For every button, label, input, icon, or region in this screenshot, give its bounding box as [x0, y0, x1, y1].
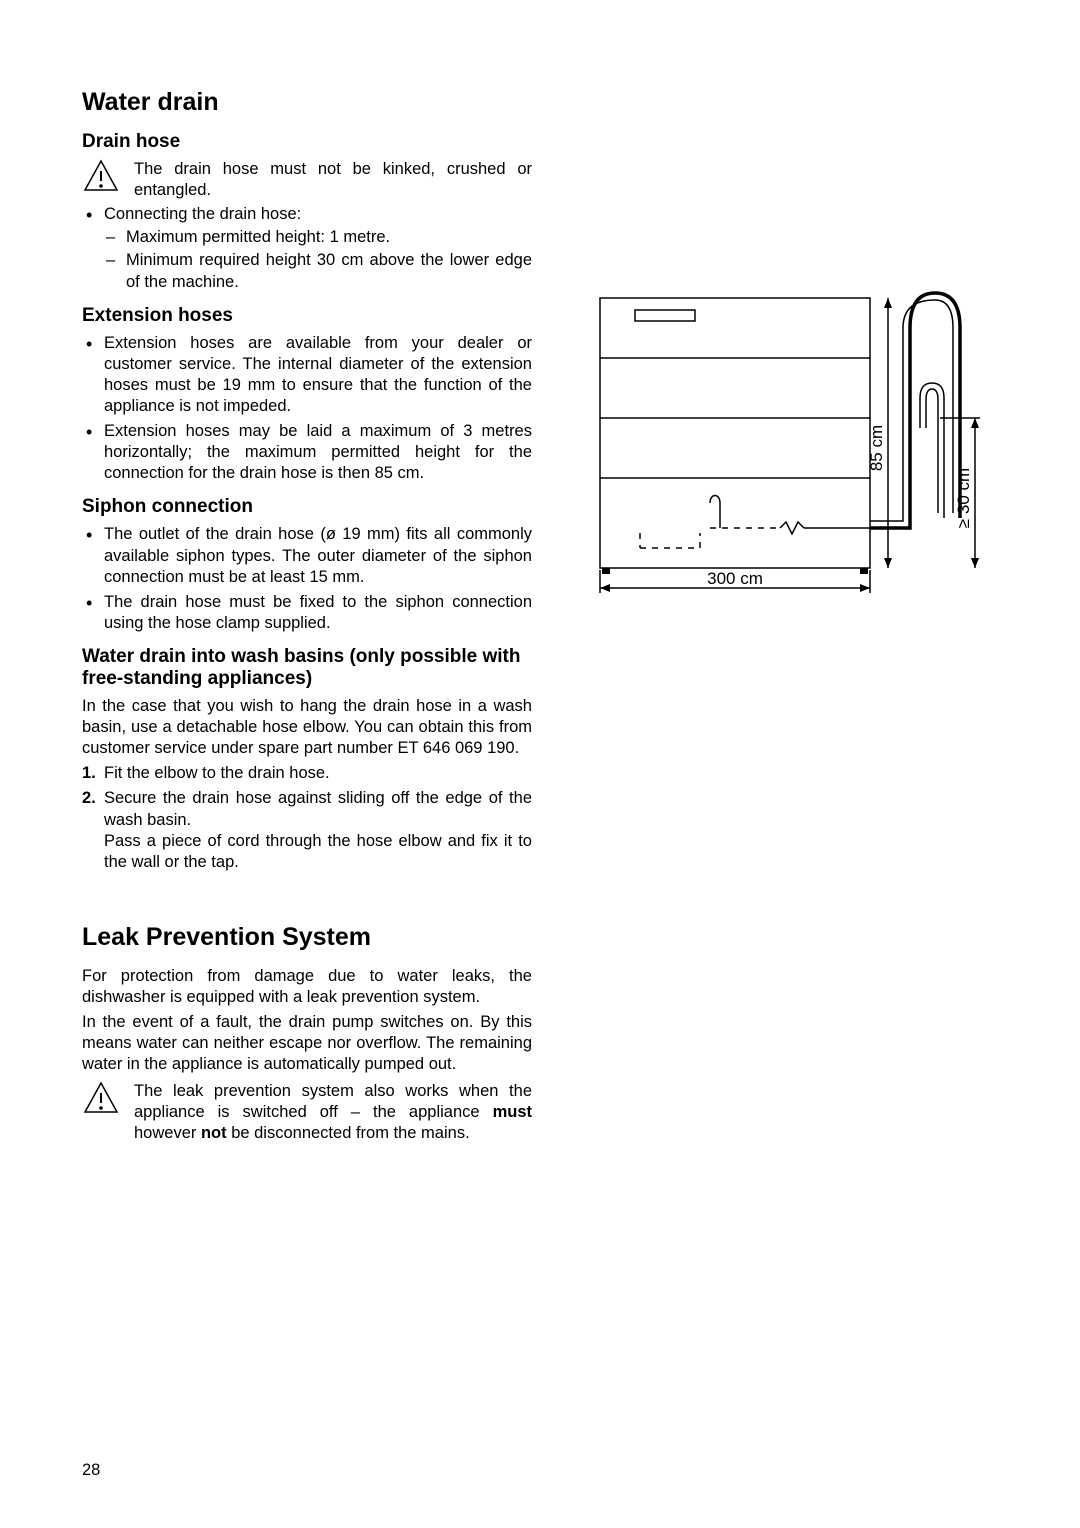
- section-title-water-drain: Water drain: [82, 88, 532, 117]
- bullet-text: Connecting the drain hose:: [104, 205, 301, 223]
- step-text: Secure the drain hose against sliding of…: [104, 789, 532, 828]
- bullet-list: The outlet of the drain hose (ø 19 mm) f…: [82, 524, 532, 634]
- warn-bold: must: [493, 1103, 532, 1121]
- warning-row: The leak prevention system also works wh…: [82, 1081, 532, 1143]
- subheading-drain-hose: Drain hose: [82, 131, 532, 153]
- bullet-list: Connecting the drain hose: Maximum permi…: [82, 204, 532, 292]
- numbered-list: Fit the elbow to the drain hose. Secure …: [82, 763, 532, 873]
- subheading-extension-hoses: Extension hoses: [82, 305, 532, 327]
- installation-diagram: 85 cm ≥ 30 cm 300 cm: [580, 288, 980, 608]
- warn-segment: however: [134, 1124, 201, 1142]
- step-item: Secure the drain hose against sliding of…: [82, 788, 532, 872]
- warn-bold: not: [201, 1124, 227, 1142]
- page-number: 28: [82, 1461, 100, 1480]
- left-column: Water drain Drain hose The drain hose mu…: [82, 88, 532, 1147]
- paragraph: In the event of a fault, the drain pump …: [82, 1012, 532, 1075]
- bullet-item: The drain hose must be fixed to the siph…: [82, 592, 532, 634]
- warn-segment: The leak prevention system also works wh…: [134, 1082, 532, 1121]
- dash-item: Maximum permitted height: 1 metre.: [104, 227, 532, 248]
- dim-label-30: ≥ 30 cm: [954, 468, 973, 528]
- bullet-list: Extension hoses are available from your …: [82, 333, 532, 485]
- warning-text: The drain hose must not be kinked, crush…: [134, 159, 532, 200]
- bullet-item: Extension hoses may be laid a maximum of…: [82, 421, 532, 484]
- bullet-item: Extension hoses are available from your …: [82, 333, 532, 417]
- two-column-layout: Water drain Drain hose The drain hose mu…: [82, 88, 998, 1147]
- dim-label-85: 85 cm: [867, 425, 886, 471]
- subheading-wash-basins: Water drain into wash basins (only possi…: [82, 646, 532, 690]
- step-item: Fit the elbow to the drain hose.: [82, 763, 532, 784]
- warning-row: The drain hose must not be kinked, crush…: [82, 159, 532, 200]
- right-column: 85 cm ≥ 30 cm 300 cm: [580, 88, 998, 1147]
- bullet-item: Connecting the drain hose: Maximum permi…: [82, 204, 532, 292]
- dash-list: Maximum permitted height: 1 metre. Minim…: [104, 227, 532, 292]
- warning-text: The leak prevention system also works wh…: [134, 1081, 532, 1143]
- dash-item: Minimum required height 30 cm above the …: [104, 250, 532, 292]
- subheading-siphon: Siphon connection: [82, 496, 532, 518]
- section-title-leak: Leak Prevention System: [82, 923, 532, 952]
- warning-icon: [82, 159, 120, 200]
- bullet-item: The outlet of the drain hose (ø 19 mm) f…: [82, 524, 532, 587]
- warn-segment: be disconnected from the mains.: [227, 1124, 470, 1142]
- dim-label-300: 300 cm: [707, 569, 763, 588]
- warning-icon: [82, 1081, 120, 1143]
- paragraph: For protection from damage due to water …: [82, 966, 532, 1008]
- step-extra: Pass a piece of cord through the hose el…: [104, 831, 532, 873]
- document-page: Water drain Drain hose The drain hose mu…: [0, 0, 1080, 1528]
- paragraph: In the case that you wish to hang the dr…: [82, 696, 532, 759]
